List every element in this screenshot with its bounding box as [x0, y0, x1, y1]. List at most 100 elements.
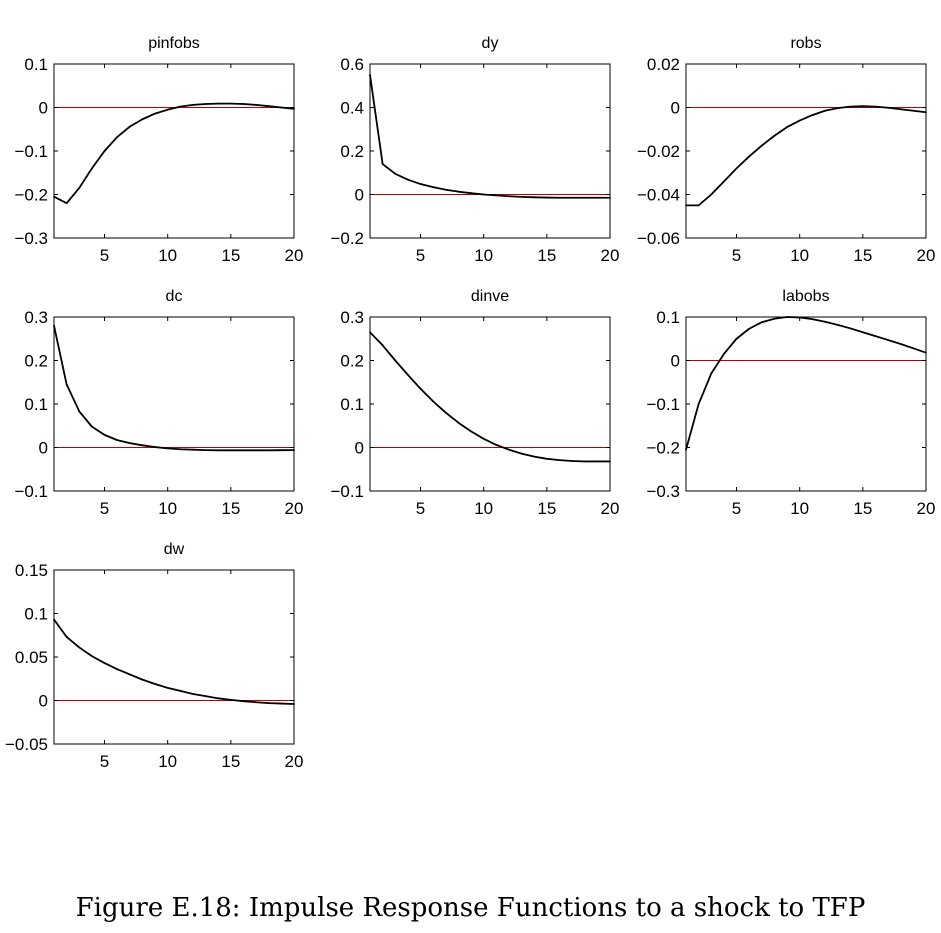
- data-point: [710, 372, 713, 375]
- data-point: [470, 192, 472, 195]
- subplot-title: dinve: [471, 288, 509, 305]
- data-point: [444, 411, 447, 414]
- data-point: [103, 150, 106, 152]
- data-point: [166, 686, 169, 689]
- y-tick-label: −0.05: [5, 735, 48, 754]
- data-point: [710, 193, 713, 196]
- data-point: [179, 690, 182, 692]
- data-point: [482, 437, 485, 440]
- data-point: [925, 351, 927, 354]
- x-tick-label: 20: [285, 246, 304, 265]
- data-point: [773, 134, 776, 137]
- x-tick-label: 20: [285, 752, 304, 771]
- data-point: [457, 190, 460, 193]
- y-tick-label: 0.1: [24, 55, 48, 74]
- data-point: [381, 163, 384, 165]
- subplot-pinfobs: pinfobs 5 10 15 20 0.1 0 −0.1 −0.2 −0.3: [14, 35, 303, 265]
- y-tick-label: −0.04: [637, 186, 680, 205]
- data-point: [381, 344, 384, 347]
- data-point: [735, 167, 738, 170]
- data-point: [861, 331, 864, 334]
- data-point: [217, 449, 220, 452]
- x-tick-label: 15: [853, 499, 872, 518]
- y-tick-label: −0.2: [330, 229, 364, 248]
- data-point: [419, 183, 422, 185]
- data-point: [128, 442, 131, 445]
- y-tick-label: 0.3: [340, 308, 364, 327]
- data-point: [128, 673, 131, 676]
- data-point: [267, 105, 270, 108]
- data-point: [179, 448, 182, 451]
- data-point: [267, 702, 270, 705]
- y-tick-label: −0.1: [14, 142, 48, 161]
- y-tick-label: −0.1: [646, 395, 680, 414]
- y-tick-label: 0.4: [340, 99, 364, 118]
- axes-box: [369, 316, 611, 492]
- x-tick-label: 15: [221, 246, 240, 265]
- subplot-title: dc: [166, 288, 183, 305]
- data-point: [874, 335, 877, 338]
- data-point: [583, 196, 586, 199]
- data-point: [495, 443, 498, 446]
- data-point: [432, 400, 435, 403]
- data-point: [229, 698, 232, 701]
- data-point: [545, 457, 548, 460]
- figure-caption: Figure E.18: Impulse Response Functions …: [75, 893, 866, 923]
- data-point: [141, 444, 144, 447]
- data-point: [293, 703, 295, 705]
- data-point: [280, 449, 283, 452]
- data-point: [116, 668, 119, 671]
- data-point: [204, 449, 207, 452]
- data-point: [179, 105, 182, 108]
- data-point: [558, 459, 561, 462]
- data-point: [293, 449, 295, 452]
- data-point: [495, 194, 498, 197]
- data-point: [53, 324, 55, 327]
- data-point: [154, 683, 156, 685]
- x-tick-label: 5: [416, 499, 425, 518]
- x-tick-label: 20: [917, 499, 936, 518]
- subplot-title: labobs: [782, 288, 829, 305]
- data-point: [255, 449, 258, 452]
- data-point: [798, 119, 801, 122]
- axes-box: [53, 569, 295, 745]
- x-tick-label: 20: [601, 246, 620, 265]
- data-point: [482, 193, 485, 196]
- data-point: [280, 106, 283, 109]
- x-tick-label: 15: [221, 752, 240, 771]
- data-point: [141, 118, 144, 121]
- data-point: [571, 196, 574, 199]
- data-point: [861, 105, 864, 108]
- y-tick-label: 0.2: [340, 142, 364, 161]
- y-tick-label: 0.2: [340, 352, 364, 371]
- data-point: [470, 430, 472, 433]
- series-line: [53, 619, 295, 705]
- data-point: [444, 188, 447, 191]
- data-point: [596, 196, 599, 199]
- data-point: [369, 73, 371, 76]
- irf-figure: pinfobs 5 10 15 20 0.1 0 −0.1 −0.2 −0.3 dy 5 10 15 20 0…: [5, 35, 935, 771]
- data-point: [78, 187, 81, 189]
- data-point: [887, 106, 890, 109]
- data-point: [899, 343, 902, 345]
- x-tick-label: 15: [537, 499, 556, 518]
- data-point: [78, 646, 81, 649]
- data-point: [267, 449, 270, 452]
- data-point: [90, 655, 93, 658]
- data-point: [154, 446, 156, 448]
- y-tick-label: 0: [39, 99, 48, 118]
- data-point: [887, 339, 890, 341]
- subplot-title: dw: [164, 541, 185, 558]
- data-point: [824, 320, 826, 323]
- data-point: [508, 195, 510, 198]
- data-point: [609, 196, 611, 199]
- subplot-labobs: labobs 5 10 15 20 0.1 0 −0.1 −0.2 −0.3: [646, 288, 935, 518]
- data-point: [242, 700, 245, 703]
- data-point: [849, 105, 852, 108]
- subplot-dinve: dinve 5 10 15 20 0.3 0.2 0.1 0 −0.1: [330, 288, 619, 518]
- x-tick-label: 10: [790, 246, 809, 265]
- data-point: [90, 167, 93, 170]
- data-point: [116, 439, 119, 442]
- y-tick-label: −0.1: [14, 482, 48, 501]
- series-line: [686, 105, 927, 207]
